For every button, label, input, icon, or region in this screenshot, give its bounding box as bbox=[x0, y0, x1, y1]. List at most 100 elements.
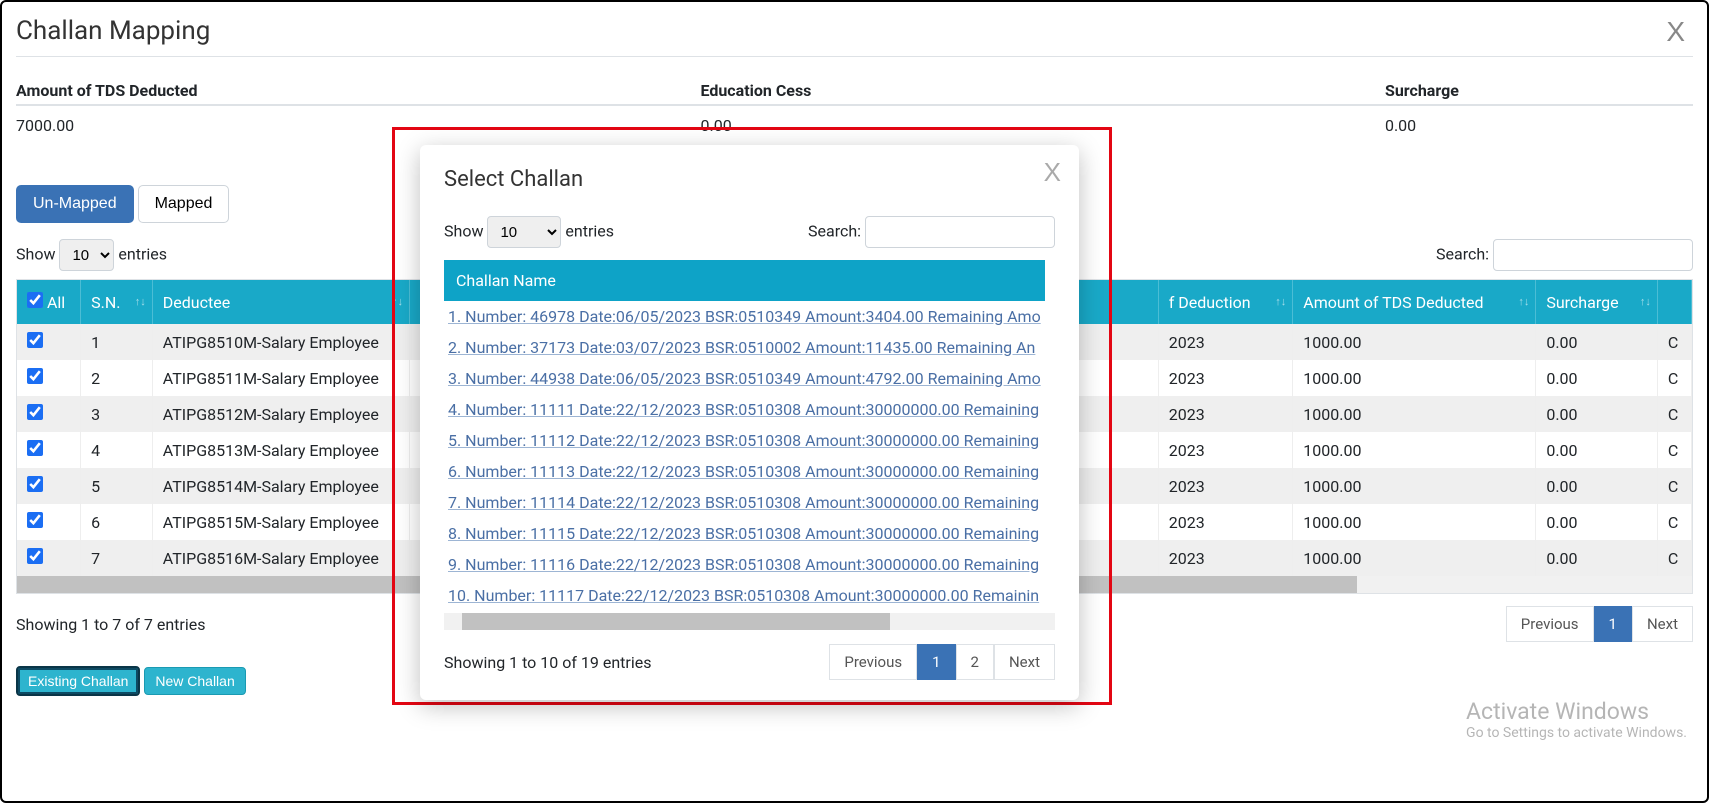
search-input[interactable] bbox=[1493, 239, 1693, 271]
cell-surcharge: 0.00 bbox=[1536, 360, 1658, 396]
col-surcharge[interactable]: Surcharge↑↓ bbox=[1536, 280, 1658, 324]
cell-sn: 4 bbox=[81, 432, 153, 468]
row-checkbox-cell[interactable] bbox=[17, 360, 81, 396]
divider bbox=[16, 56, 1693, 57]
modal-hscroll[interactable] bbox=[444, 613, 1055, 630]
cell-overflow: C bbox=[1657, 468, 1691, 504]
col-sn[interactable]: S.N.↑↓ bbox=[81, 280, 153, 324]
mapped-tab-button[interactable]: Mapped bbox=[138, 185, 230, 223]
cell-deduction-date: 2023 bbox=[1158, 468, 1293, 504]
modal-prev-button[interactable]: Previous bbox=[829, 644, 917, 680]
checkbox-all[interactable] bbox=[27, 292, 43, 308]
modal-page-2-button[interactable]: 2 bbox=[956, 644, 994, 680]
row-checkbox[interactable] bbox=[27, 512, 43, 528]
challan-link[interactable]: 4. Number: 11111 Date:22/12/2023 BSR:051… bbox=[444, 394, 1045, 425]
cell-overflow: C bbox=[1657, 432, 1691, 468]
cell-sn: 5 bbox=[81, 468, 153, 504]
cell-deductee: ATIPG8511M-Salary Employee bbox=[152, 360, 409, 396]
cell-sn: 1 bbox=[81, 324, 153, 360]
challan-link[interactable]: 8. Number: 11115 Date:22/12/2023 BSR:051… bbox=[444, 518, 1045, 549]
col-overflow[interactable] bbox=[1657, 280, 1691, 324]
cell-sn: 6 bbox=[81, 504, 153, 540]
cell-deductee: ATIPG8516M-Salary Employee bbox=[152, 540, 409, 576]
col-all[interactable]: All bbox=[17, 280, 81, 324]
modal-next-button[interactable]: Next bbox=[994, 644, 1055, 680]
row-checkbox-cell[interactable] bbox=[17, 432, 81, 468]
modal-controls: Show 10 entries Search: bbox=[444, 216, 1055, 248]
cell-surcharge: 0.00 bbox=[1536, 324, 1658, 360]
challan-link[interactable]: 6. Number: 11113 Date:22/12/2023 BSR:051… bbox=[444, 456, 1045, 487]
existing-challan-button[interactable]: Existing Challan bbox=[16, 666, 140, 696]
entries-select[interactable]: 10 bbox=[59, 239, 114, 271]
challan-link[interactable]: 1. Number: 46978 Date:06/05/2023 BSR:051… bbox=[444, 301, 1045, 332]
modal-entries-select[interactable]: 10 bbox=[487, 216, 561, 248]
modal-page-1-button[interactable]: 1 bbox=[917, 644, 955, 680]
challan-link[interactable]: 10. Number: 11117 Date:22/12/2023 BSR:05… bbox=[444, 580, 1045, 611]
row-checkbox[interactable] bbox=[27, 368, 43, 384]
cell-tds: 1000.00 bbox=[1293, 324, 1536, 360]
cell-surcharge: 0.00 bbox=[1536, 432, 1658, 468]
challan-link[interactable]: 7. Number: 11114 Date:22/12/2023 BSR:051… bbox=[444, 487, 1045, 518]
challan-link[interactable]: 2. Number: 37173 Date:03/07/2023 BSR:051… bbox=[444, 332, 1045, 363]
cell-tds: 1000.00 bbox=[1293, 396, 1536, 432]
sur-value: 0.00 bbox=[1385, 106, 1693, 155]
cell-surcharge: 0.00 bbox=[1536, 504, 1658, 540]
row-checkbox[interactable] bbox=[27, 332, 43, 348]
modal-pager: Previous12Next bbox=[829, 644, 1055, 680]
cell-surcharge: 0.00 bbox=[1536, 468, 1658, 504]
close-icon[interactable]: X bbox=[1666, 16, 1685, 48]
col-tds[interactable]: Amount of TDS Deducted↑↓ bbox=[1293, 280, 1536, 324]
show-label: Show bbox=[16, 245, 55, 264]
select-challan-modal: Select Challan X Show 10 entries Search:… bbox=[420, 145, 1079, 700]
next-button[interactable]: Next bbox=[1632, 606, 1693, 642]
tds-label: Amount of TDS Deducted bbox=[16, 75, 700, 105]
page-title: Challan Mapping bbox=[16, 16, 1693, 46]
cell-overflow: C bbox=[1657, 540, 1691, 576]
unmapped-tab-button[interactable]: Un-Mapped bbox=[16, 185, 134, 223]
modal-show-label: Show bbox=[444, 222, 483, 241]
cell-tds: 1000.00 bbox=[1293, 432, 1536, 468]
windows-watermark: Activate Windows Go to Settings to activ… bbox=[1466, 698, 1687, 741]
cell-deductee: ATIPG8510M-Salary Employee bbox=[152, 324, 409, 360]
prev-button[interactable]: Previous bbox=[1506, 606, 1594, 642]
page-1-button[interactable]: 1 bbox=[1594, 606, 1632, 642]
cell-deductee: ATIPG8515M-Salary Employee bbox=[152, 504, 409, 540]
row-checkbox-cell[interactable] bbox=[17, 324, 81, 360]
row-checkbox-cell[interactable] bbox=[17, 468, 81, 504]
cell-sn: 2 bbox=[81, 360, 153, 396]
cell-tds: 1000.00 bbox=[1293, 360, 1536, 396]
cell-tds: 1000.00 bbox=[1293, 540, 1536, 576]
modal-info: Showing 1 to 10 of 19 entries bbox=[444, 653, 651, 672]
challan-link[interactable]: 5. Number: 11112 Date:22/12/2023 BSR:051… bbox=[444, 425, 1045, 456]
cell-deduction-date: 2023 bbox=[1158, 432, 1293, 468]
cell-sn: 3 bbox=[81, 396, 153, 432]
modal-search-label: Search: bbox=[808, 222, 861, 241]
challan-link[interactable]: 9. Number: 11116 Date:22/12/2023 BSR:051… bbox=[444, 549, 1045, 580]
cell-surcharge: 0.00 bbox=[1536, 396, 1658, 432]
col-deduction-date[interactable]: f Deduction↑↓ bbox=[1158, 280, 1293, 324]
row-checkbox[interactable] bbox=[27, 404, 43, 420]
cell-deduction-date: 2023 bbox=[1158, 504, 1293, 540]
modal-footer: Showing 1 to 10 of 19 entries Previous12… bbox=[444, 644, 1055, 680]
modal-close-icon[interactable]: X bbox=[1044, 157, 1061, 188]
search-label: Search: bbox=[1436, 245, 1489, 264]
row-checkbox[interactable] bbox=[27, 476, 43, 492]
cell-sn: 7 bbox=[81, 540, 153, 576]
summary-labels: Amount of TDS Deducted Education Cess Su… bbox=[16, 75, 1693, 106]
cell-tds: 1000.00 bbox=[1293, 468, 1536, 504]
row-checkbox[interactable] bbox=[27, 548, 43, 564]
new-challan-button[interactable]: New Challan bbox=[144, 667, 245, 695]
row-checkbox-cell[interactable] bbox=[17, 396, 81, 432]
challan-link[interactable]: 3. Number: 44938 Date:06/05/2023 BSR:051… bbox=[444, 363, 1045, 394]
col-deductee[interactable]: Deductee↑↓ bbox=[152, 280, 409, 324]
cell-overflow: C bbox=[1657, 324, 1691, 360]
row-checkbox-cell[interactable] bbox=[17, 540, 81, 576]
sur-label: Surcharge bbox=[1385, 75, 1693, 105]
cell-deductee: ATIPG8514M-Salary Employee bbox=[152, 468, 409, 504]
modal-search-input[interactable] bbox=[865, 216, 1055, 248]
row-checkbox[interactable] bbox=[27, 440, 43, 456]
row-checkbox-cell[interactable] bbox=[17, 504, 81, 540]
challan-col-header[interactable]: Challan Name bbox=[444, 260, 1045, 301]
challan-table: Challan Name 1. Number: 46978 Date:06/05… bbox=[444, 260, 1055, 611]
cell-deductee: ATIPG8512M-Salary Employee bbox=[152, 396, 409, 432]
